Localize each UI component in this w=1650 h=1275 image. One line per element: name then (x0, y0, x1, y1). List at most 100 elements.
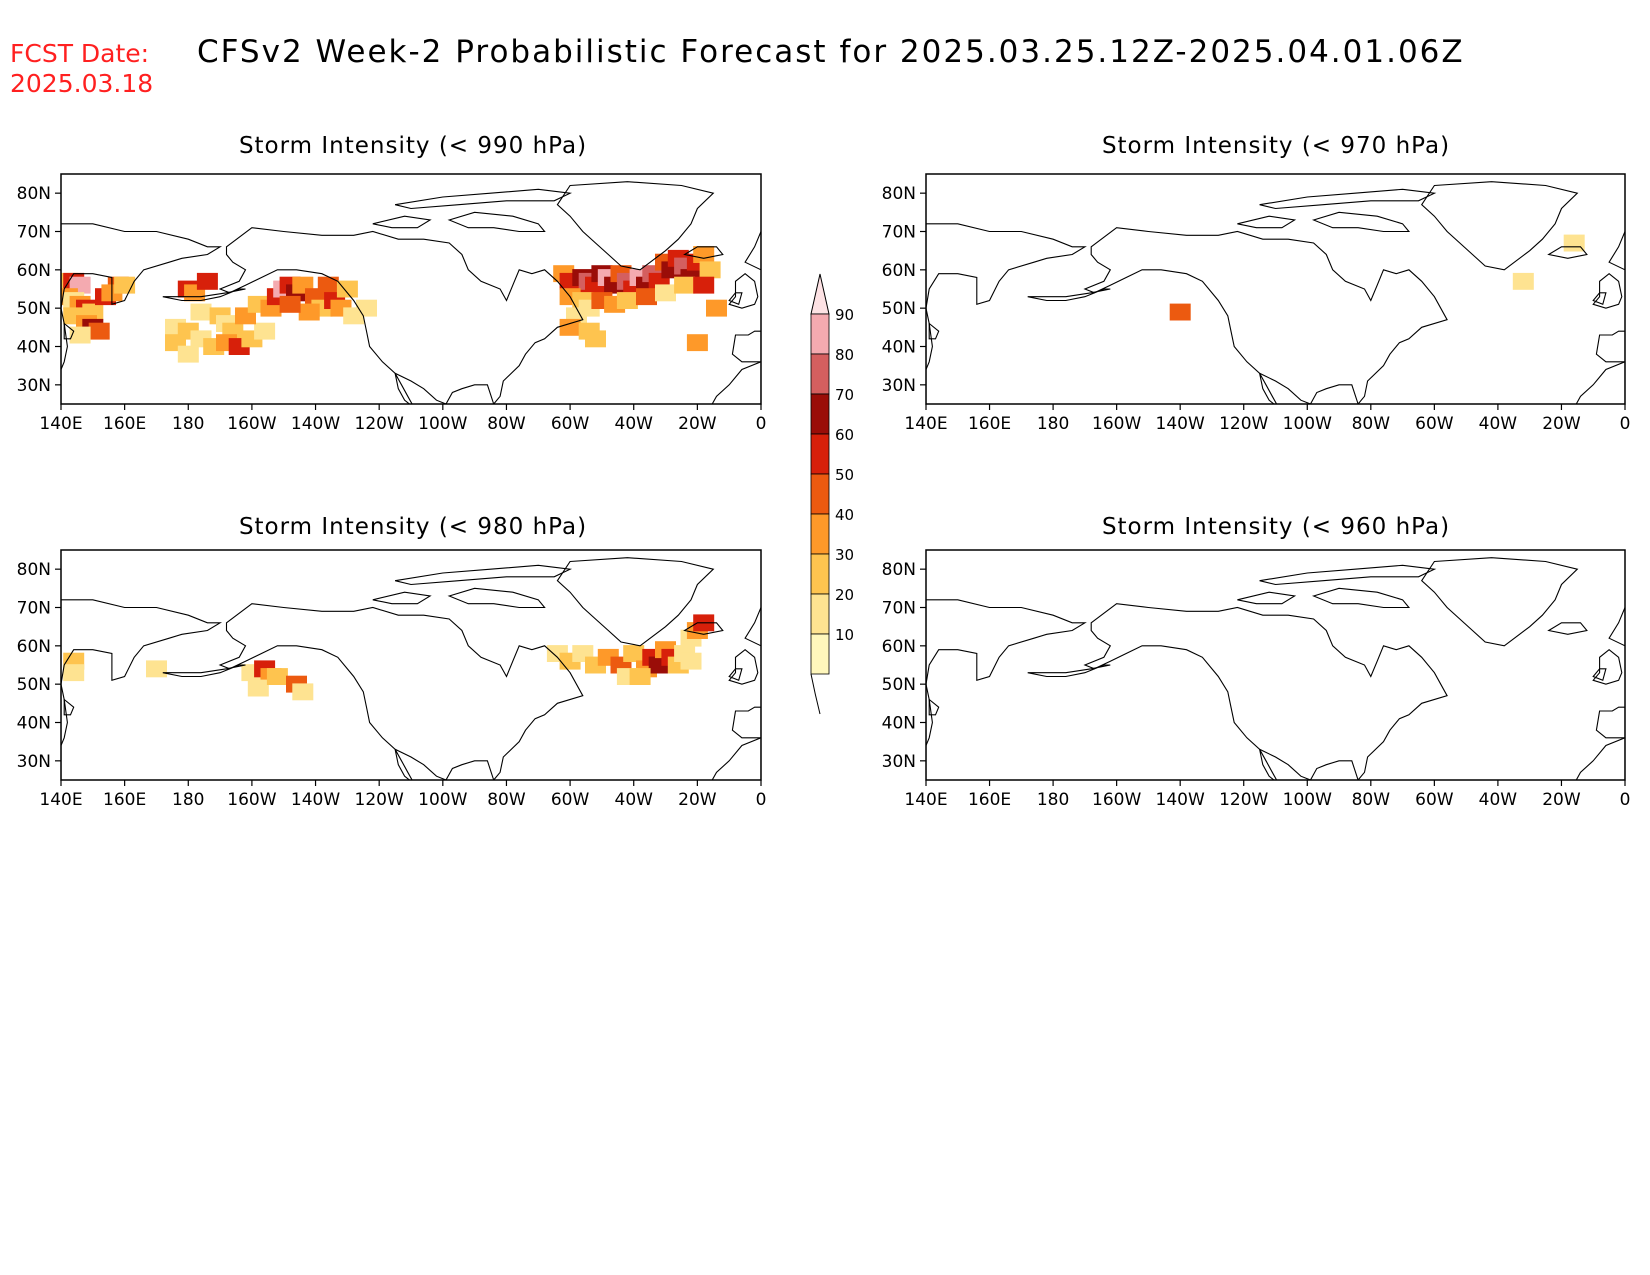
probability-cell (674, 276, 696, 294)
x-tick-label: 60W (1415, 790, 1454, 810)
probability-cell (699, 261, 721, 279)
coastline (61, 223, 223, 404)
y-tick-label: 60N (882, 637, 916, 657)
probability-cell (298, 303, 320, 321)
x-tick-label: 60W (551, 790, 590, 810)
coastline (709, 737, 761, 780)
coastline (61, 599, 223, 780)
y-tick-label: 40N (882, 338, 916, 358)
coastline (731, 330, 761, 363)
y-tick-label: 30N (17, 752, 51, 772)
panel-title-990: Storm Intensity (< 990 hPa) (239, 133, 587, 159)
coastline (1259, 749, 1278, 780)
coastline (1311, 587, 1411, 609)
y-tick-label: 30N (17, 376, 51, 396)
x-tick-label: 160W (1092, 790, 1141, 810)
coastline (556, 181, 715, 271)
colorbar: 10 20 30 40 50 60 70 80 90 (810, 273, 854, 715)
x-tick-label: 180 (1037, 790, 1069, 810)
x-tick-label: 0 (756, 790, 767, 810)
coastline (1420, 557, 1579, 647)
coastline (1027, 664, 1111, 678)
x-tick-label: 60W (551, 414, 590, 434)
x-tick-label: 140E (39, 414, 82, 434)
y-tick-label: 80N (17, 184, 51, 204)
x-tick-label: 80W (487, 790, 526, 810)
map-frame (925, 173, 1626, 405)
probability-cell (190, 303, 212, 321)
coastline (728, 292, 743, 306)
map-frame (60, 549, 762, 781)
x-tick-label: 80W (1352, 790, 1391, 810)
colorbar-label: 90 (835, 306, 854, 324)
probability-cell (254, 322, 276, 340)
x-tick-label: 0 (1620, 790, 1631, 810)
coastline (1573, 737, 1625, 780)
y-tick-label: 50N (17, 675, 51, 695)
probability-cell (336, 280, 358, 298)
y-tick-label: 70N (17, 599, 51, 619)
coastline (744, 607, 761, 647)
probability-cell (629, 668, 651, 685)
x-tick-label: 140W (291, 414, 340, 434)
probability-cell (247, 679, 269, 697)
x-tick-label: 180 (1037, 414, 1069, 434)
coastline (1592, 272, 1623, 309)
probability-cell (1512, 272, 1534, 290)
coastline (218, 227, 584, 404)
x-tick-label: 160E (968, 414, 1011, 434)
x-tick-label: 20W (678, 414, 717, 434)
coastline (1592, 668, 1607, 682)
coastline (1592, 292, 1607, 306)
coastline (1259, 373, 1278, 404)
probability-cell (1169, 303, 1191, 321)
colorbar-segment (810, 633, 830, 675)
x-tick-label: 120W (1219, 414, 1268, 434)
colorbar-segment (810, 353, 830, 395)
probability-cell (88, 322, 110, 340)
coastline (63, 322, 75, 340)
x-tick-label: 140E (39, 790, 82, 810)
y-tick-label: 50N (17, 299, 51, 319)
probability-cell (292, 683, 314, 701)
y-tick-label: 70N (882, 599, 916, 619)
probability-cell (680, 652, 702, 670)
y-tick-label: 70N (882, 223, 916, 243)
x-tick-label: 20W (1542, 414, 1581, 434)
x-tick-label: 20W (678, 790, 717, 810)
coastline (683, 246, 724, 259)
coastline (162, 664, 246, 678)
x-tick-label: 100W (418, 790, 467, 810)
y-tick-label: 60N (17, 637, 51, 657)
probability-cell (655, 284, 676, 302)
probability-cell (317, 276, 339, 294)
coastline (394, 188, 573, 210)
x-tick-label: 120W (1219, 790, 1268, 810)
coastline (162, 288, 246, 302)
colorbar-segment (810, 433, 830, 475)
map-panel-980: 140E 160E 180 160W 140W 120W 100W 80W 60W 40W 20W 0… (17, 549, 767, 810)
coastline (928, 698, 940, 716)
probability-cell (146, 660, 167, 678)
y-tick-label: 40N (17, 714, 51, 734)
y-tick-label: 40N (17, 338, 51, 358)
x-tick-label: 140W (291, 790, 340, 810)
coastline (372, 591, 432, 605)
probability-cell (693, 276, 715, 294)
map-frame (60, 173, 762, 405)
colorbar-segment (810, 473, 830, 515)
coastline (1592, 648, 1623, 685)
x-tick-label: 120W (355, 790, 404, 810)
x-tick-label: 100W (418, 414, 467, 434)
probability-cell (693, 246, 715, 263)
y-tick-label: 80N (17, 560, 51, 580)
coastline (709, 361, 761, 404)
x-tick-label: 160E (103, 790, 146, 810)
colorbar-segment (810, 553, 830, 595)
coastline (683, 622, 724, 635)
colorbar-segment (810, 393, 830, 435)
x-tick-label: 0 (756, 414, 767, 434)
coastline (1595, 330, 1625, 363)
coastline (63, 698, 75, 716)
coastline (394, 564, 573, 586)
